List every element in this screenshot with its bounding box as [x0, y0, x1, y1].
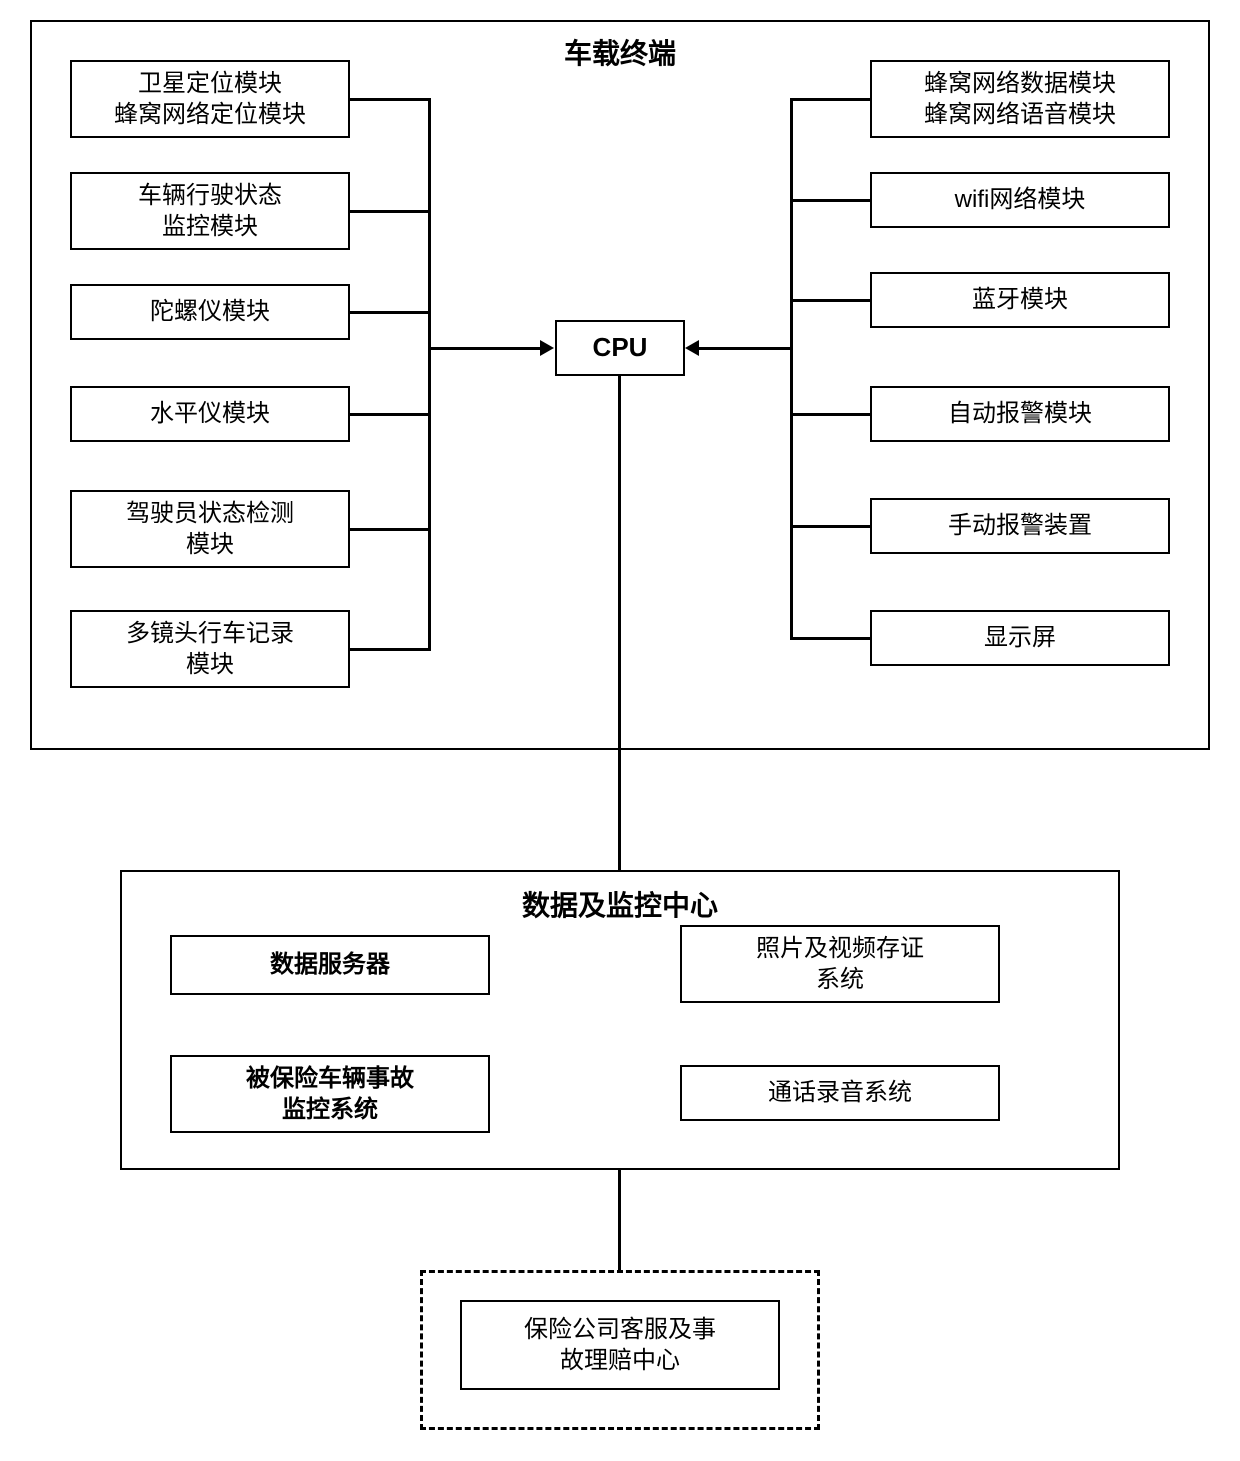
cpu-down-line	[618, 376, 621, 750]
left-module-5-label: 多镜头行车记录 模块	[126, 618, 294, 680]
left-connector-0	[350, 98, 430, 101]
dc-module-1: 照片及视频存证 系统	[680, 925, 1000, 1003]
right-connector-1	[790, 199, 870, 202]
right-module-4: 手动报警装置	[870, 498, 1170, 554]
dc-module-1-label: 照片及视频存证 系统	[756, 933, 924, 995]
left-module-3-label: 水平仪模块	[150, 398, 270, 429]
left-module-5: 多镜头行车记录 模块	[70, 610, 350, 688]
terminal-to-datacenter	[618, 750, 621, 870]
dc-module-0: 数据服务器	[170, 935, 490, 995]
left-module-4-label: 驾驶员状态检测 模块	[126, 498, 294, 560]
insurance-label: 保险公司客服及事 故理赔中心	[524, 1314, 716, 1376]
right-connector-3	[790, 413, 870, 416]
left-connector-3	[350, 413, 430, 416]
right-module-5: 显示屏	[870, 610, 1170, 666]
cpu-label: CPU	[593, 331, 648, 365]
dc-module-3-label: 通话录音系统	[768, 1077, 912, 1108]
right-module-1: wifi网络模块	[870, 172, 1170, 228]
right-vertical-bus	[790, 98, 793, 640]
left-module-1-label: 车辆行驶状态 监控模块	[138, 180, 282, 242]
left-module-4: 驾驶员状态检测 模块	[70, 490, 350, 568]
left-module-3: 水平仪模块	[70, 386, 350, 442]
right-connector-4	[790, 525, 870, 528]
left-to-cpu	[428, 347, 543, 350]
dc-module-2: 被保险车辆事故 监控系统	[170, 1055, 490, 1133]
right-module-0-label: 蜂窝网络数据模块 蜂窝网络语音模块	[924, 68, 1116, 130]
right-module-3: 自动报警模块	[870, 386, 1170, 442]
left-module-2-label: 陀螺仪模块	[150, 296, 270, 327]
left-connector-2	[350, 311, 430, 314]
left-connector-4	[350, 528, 430, 531]
left-vertical-bus	[428, 98, 431, 651]
left-module-0-label: 卫星定位模块 蜂窝网络定位模块	[114, 68, 306, 130]
left-module-2: 陀螺仪模块	[70, 284, 350, 340]
right-module-0: 蜂窝网络数据模块 蜂窝网络语音模块	[870, 60, 1170, 138]
data-center-title: 数据及监控中心	[122, 884, 1118, 924]
insurance-box: 保险公司客服及事 故理赔中心	[460, 1300, 780, 1390]
dc-module-3: 通话录音系统	[680, 1065, 1000, 1121]
right-module-2: 蓝牙模块	[870, 272, 1170, 328]
right-connector-2	[790, 299, 870, 302]
right-module-4-label: 手动报警装置	[948, 510, 1092, 541]
right-module-5-label: 显示屏	[984, 622, 1056, 653]
left-connector-1	[350, 210, 430, 213]
left-module-0: 卫星定位模块 蜂窝网络定位模块	[70, 60, 350, 138]
right-module-1-label: wifi网络模块	[955, 184, 1086, 215]
right-connector-5	[790, 637, 870, 640]
left-module-1: 车辆行驶状态 监控模块	[70, 172, 350, 250]
dc-module-0-label: 数据服务器	[270, 949, 390, 980]
right-module-2-label: 蓝牙模块	[972, 284, 1068, 315]
right-to-cpu	[698, 347, 793, 350]
dc-module-2-label: 被保险车辆事故 监控系统	[246, 1063, 414, 1125]
right-connector-0	[790, 98, 870, 101]
left-to-cpu-arrow	[540, 340, 554, 356]
right-to-cpu-arrow	[685, 340, 699, 356]
datacenter-to-insurance	[618, 1170, 621, 1270]
left-connector-5	[350, 648, 430, 651]
cpu-box: CPU	[555, 320, 685, 376]
right-module-3-label: 自动报警模块	[948, 398, 1092, 429]
